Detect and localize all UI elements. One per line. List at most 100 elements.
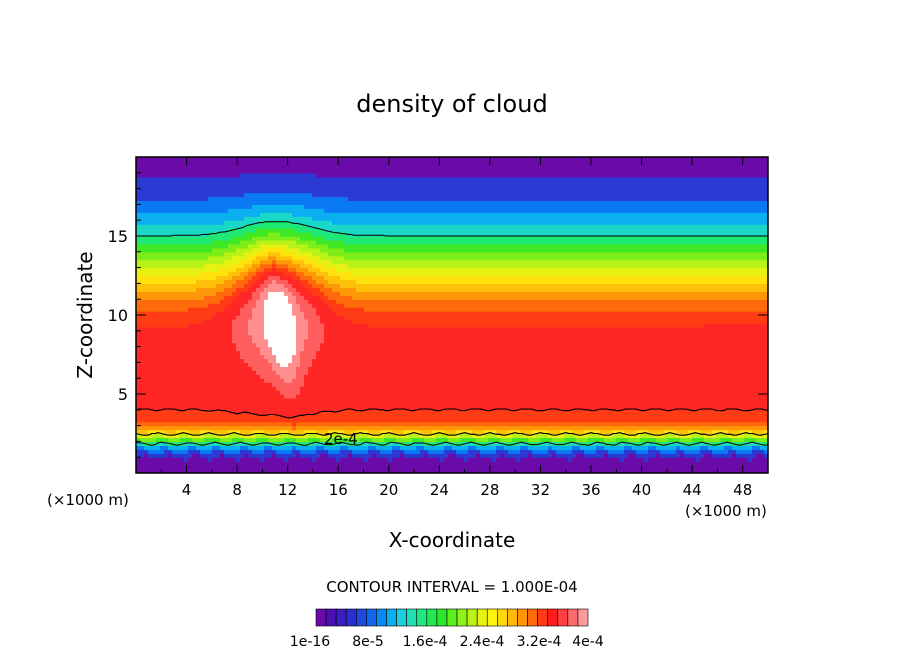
field-cell [220, 378, 225, 383]
field-cell [448, 358, 453, 363]
field-cell [488, 390, 493, 395]
field-cell [500, 350, 505, 356]
field-cell [676, 429, 681, 435]
field-cell [320, 390, 325, 395]
field-cell [496, 449, 501, 454]
field-cell [512, 409, 517, 415]
field-cell [448, 366, 453, 371]
field-cell [516, 409, 521, 415]
field-cell [500, 417, 505, 423]
field-cell [564, 437, 569, 442]
field-cell [692, 374, 697, 379]
field-cell [192, 378, 197, 383]
field-cell [412, 421, 417, 427]
field-cell [640, 350, 645, 356]
field-cell [304, 453, 309, 458]
field-cell [244, 397, 249, 403]
field-cell [728, 441, 733, 446]
field-cell [696, 362, 701, 367]
field-cell [608, 469, 613, 473]
field-cell [140, 449, 145, 454]
field-cell [232, 433, 237, 439]
field-cell [664, 445, 669, 450]
field-cell [148, 433, 153, 439]
field-cell [172, 469, 177, 473]
field-cell [524, 461, 529, 466]
field-cell [712, 374, 717, 379]
field-cell [220, 413, 225, 419]
field-cell [516, 354, 521, 360]
field-cell [464, 465, 469, 470]
field-cell [284, 421, 289, 427]
field-cell [360, 433, 365, 439]
field-cell [284, 425, 289, 431]
field-cell [148, 465, 153, 470]
field-cell [592, 409, 597, 415]
field-cell [512, 386, 517, 391]
field-cell [360, 417, 365, 423]
field-cell [556, 370, 561, 375]
field-cell [216, 350, 221, 356]
field-cell [508, 445, 513, 450]
field-cell [756, 457, 761, 462]
field-cell [736, 441, 741, 446]
field-cell [432, 370, 437, 375]
field-cell [352, 441, 357, 446]
field-cell [248, 457, 253, 462]
field-cell [344, 461, 349, 466]
field-cell [188, 374, 193, 379]
field-cell [580, 461, 585, 466]
field-cell [392, 437, 397, 442]
field-cell [456, 469, 461, 473]
field-cell [312, 386, 317, 391]
field-cell [372, 374, 377, 379]
field-cell [156, 425, 161, 431]
field-cell [712, 405, 717, 411]
field-cell [592, 350, 597, 356]
field-cell [688, 358, 693, 363]
field-cell [508, 425, 513, 431]
field-cell [484, 409, 489, 415]
field-cell [312, 445, 317, 450]
field-cell [640, 405, 645, 411]
field-cell [168, 397, 173, 403]
field-cell [696, 421, 701, 427]
field-cell [296, 390, 301, 395]
field-cell [748, 350, 753, 356]
field-cell [176, 425, 181, 431]
field-cell [692, 465, 697, 470]
field-cell [260, 350, 265, 356]
field-cell [568, 362, 573, 367]
field-cell [152, 378, 157, 383]
field-cell [460, 457, 465, 462]
field-cell [460, 390, 465, 395]
field-cell [224, 469, 229, 473]
field-cell [184, 449, 189, 454]
field-cell [292, 354, 297, 360]
field-cell [260, 449, 265, 454]
field-cell [604, 453, 609, 458]
field-cell [372, 433, 377, 439]
field-cell [548, 461, 553, 466]
field-cell [484, 362, 489, 367]
field-cell [468, 461, 473, 466]
field-cell [416, 358, 421, 363]
field-cell [576, 350, 581, 356]
field-cell [468, 421, 473, 427]
field-cell [384, 433, 389, 439]
field-cell [188, 378, 193, 383]
field-cell [680, 445, 685, 450]
field-cell [380, 433, 385, 439]
field-cell [168, 362, 173, 367]
field-cell [528, 374, 533, 379]
field-cell [764, 425, 768, 431]
field-cell [724, 382, 729, 387]
field-cell [660, 433, 665, 439]
field-cell [668, 354, 673, 360]
field-cell [524, 449, 529, 454]
field-cell [188, 358, 193, 363]
field-cell [668, 417, 673, 423]
field-cell [180, 465, 185, 470]
field-cell [172, 354, 177, 360]
field-cell [712, 465, 717, 470]
